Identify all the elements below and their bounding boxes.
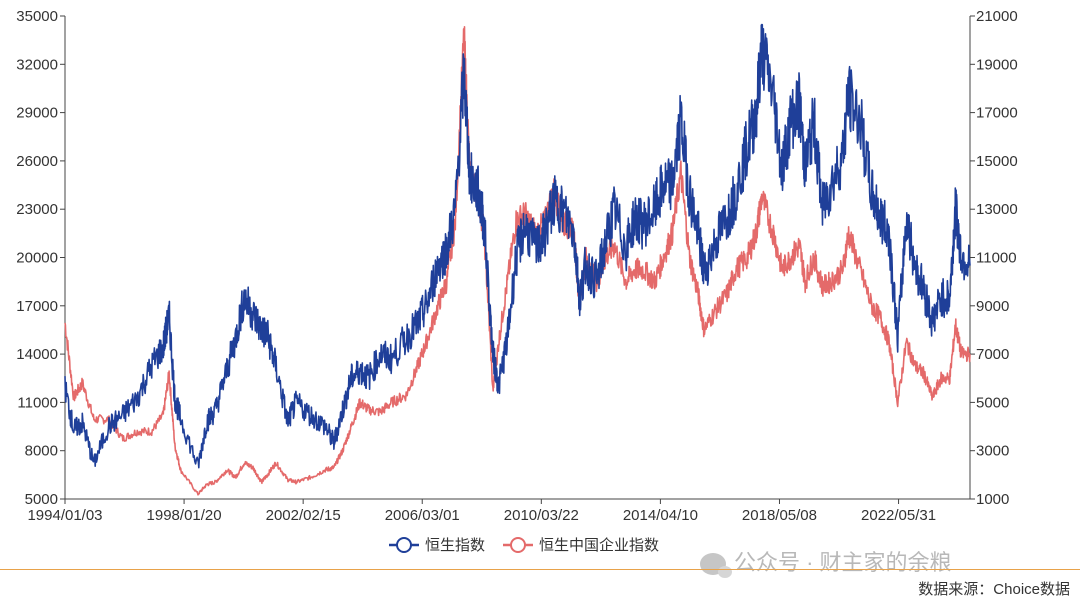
legend-marker-hsi (396, 537, 412, 553)
x-tick-label: 1994/01/03 (27, 507, 102, 524)
right-tick-label: 1000 (976, 491, 1009, 508)
legend-label-hscei: 恒生中国企业指数 (539, 536, 659, 554)
x-axis-ticks: 1994/01/03 1998/01/20 2002/02/15 2006/03/01… (27, 499, 936, 524)
right-tick-label: 21000 (976, 8, 1018, 25)
x-tick-label: 2006/03/01 (385, 507, 460, 524)
series-line-hscei (64, 26, 971, 496)
left-tick-label: 20000 (16, 250, 58, 267)
data-source-note: 数据来源：Choice数据 (918, 581, 1070, 598)
wechat-icon (700, 553, 732, 579)
right-axis-ticks: 1000 3000 5000 7000 9000 11000 13000 15000 17000… (970, 8, 1018, 508)
legend-item-hsi[interactable]: 恒生指数 (389, 537, 485, 554)
right-tick-label: 19000 (976, 56, 1018, 73)
right-tick-label: 11000 (976, 250, 1017, 267)
left-tick-label: 17000 (16, 298, 58, 315)
left-tick-label: 29000 (16, 105, 58, 122)
left-tick-label: 8000 (25, 443, 58, 460)
x-tick-label: 2010/03/22 (504, 507, 579, 524)
x-tick-label: 2014/04/10 (623, 507, 698, 524)
right-tick-label: 5000 (976, 394, 1009, 411)
left-tick-label: 11000 (17, 394, 58, 411)
watermark: 公众号 · 财主家的余粮 (700, 545, 952, 579)
right-tick-label: 13000 (976, 201, 1018, 218)
left-tick-label: 32000 (16, 56, 58, 73)
watermark-text: 公众号 · 财主家的余粮 (734, 550, 952, 575)
right-tick-label: 3000 (976, 443, 1009, 460)
x-tick-label: 1998/01/20 (147, 507, 222, 524)
legend-label-hsi: 恒生指数 (425, 537, 485, 554)
left-tick-label: 14000 (16, 346, 58, 363)
left-tick-label: 5000 (25, 491, 58, 508)
left-tick-label: 23000 (16, 201, 58, 218)
x-tick-label: 2022/05/31 (861, 507, 936, 524)
right-tick-label: 7000 (976, 346, 1009, 363)
left-tick-label: 35000 (16, 8, 58, 25)
footer-divider (0, 569, 1080, 570)
left-tick-label: 26000 (16, 153, 58, 170)
right-tick-label: 17000 (976, 105, 1018, 122)
series-line-hsi (64, 23, 971, 469)
right-tick-label: 9000 (976, 298, 1009, 315)
legend: 恒生指数 恒生中国企业指数 (389, 536, 659, 554)
legend-item-hscei[interactable]: 恒生中国企业指数 (503, 536, 659, 554)
x-tick-label: 2002/02/15 (266, 507, 341, 524)
series-layer (64, 23, 971, 496)
x-tick-label: 2018/05/08 (742, 507, 817, 524)
legend-marker-hscei (510, 537, 526, 553)
right-tick-label: 15000 (976, 153, 1018, 170)
left-axis-ticks: 5000 8000 11000 14000 17000 20000 23000 26000 29… (16, 8, 65, 508)
